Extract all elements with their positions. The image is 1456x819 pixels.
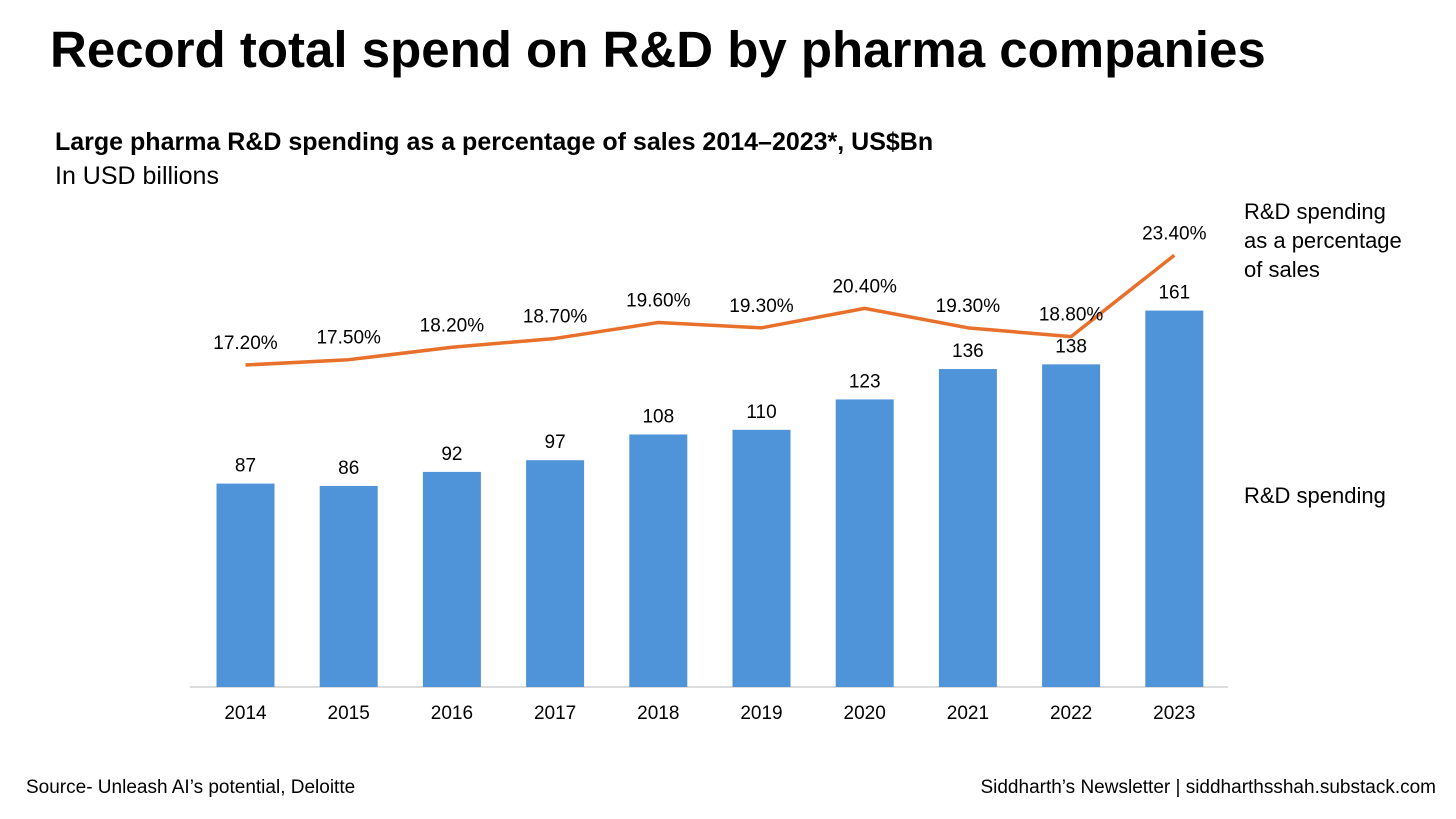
bar-value-label-2014: 87 [235, 456, 256, 477]
units-label: In USD billions [55, 162, 219, 190]
legend-line-series-text-1: R&D spending [1244, 199, 1386, 224]
bar-rd-spending-2022 [1042, 364, 1101, 687]
bar-value-label-2015: 86 [338, 458, 359, 479]
newsletter-credit: Siddharth’s Newsletter | siddharthsshah.… [980, 777, 1436, 798]
x-tick-label-2016: 2016 [431, 703, 473, 724]
line-value-label-2023: 23.40% [1142, 223, 1207, 244]
bar-rd-spending-2017 [526, 460, 585, 687]
bar-value-label-2021: 136 [952, 341, 984, 362]
legend-line-series-text-3: of sales [1244, 257, 1320, 282]
x-tick-label-2020: 2020 [844, 703, 886, 724]
x-tick-label-2021: 2021 [947, 703, 989, 724]
source-note: Source- Unleash AI’s potential, Deloitte [26, 777, 356, 798]
x-tick-label-2023: 2023 [1153, 703, 1195, 724]
x-tick-label-2019: 2019 [740, 703, 782, 724]
bar-rd-spending-2020 [835, 399, 894, 687]
bar-rd-spending-2021 [938, 369, 997, 687]
bar-value-label-2020: 123 [849, 371, 881, 392]
legend-bar-series: R&D spending [1244, 483, 1386, 508]
bar-value-label-2016: 92 [441, 444, 462, 465]
line-value-label-2019: 19.30% [729, 296, 794, 317]
bar-value-label-2019: 110 [746, 402, 776, 423]
bar-value-label-2018: 108 [642, 406, 674, 427]
bar-rd-spending-2018 [629, 434, 688, 687]
chart-subtitle: Large pharma R&D spending as a percentag… [55, 128, 934, 156]
line-value-label-2016: 18.20% [420, 315, 485, 336]
line-value-label-2021: 19.30% [936, 296, 1001, 317]
bar-rd-spending-2019 [732, 429, 791, 687]
bar-rd-spending-2014 [216, 483, 275, 687]
x-tick-label-2014: 2014 [224, 703, 267, 724]
bar-rd-spending-2015 [319, 485, 378, 687]
bar-rd-spending-2016 [422, 471, 481, 687]
bar-rd-spending-2023 [1145, 310, 1204, 687]
bar-value-label-2023: 161 [1158, 283, 1190, 304]
x-tick-label-2015: 2015 [328, 703, 370, 724]
bar-value-label-2022: 138 [1055, 336, 1087, 357]
line-value-label-2022: 18.80% [1039, 305, 1104, 326]
legend-line-series: R&D spending as a percentage of sales [1244, 199, 1402, 282]
line-value-label-2015: 17.50% [316, 328, 381, 349]
legend-line-series-text-2: as a percentage [1244, 228, 1402, 253]
line-value-label-2017: 18.70% [523, 306, 588, 327]
line-value-label-2020: 20.40% [832, 276, 897, 297]
x-tick-label-2022: 2022 [1050, 703, 1092, 724]
line-value-label-2014: 17.20% [213, 333, 278, 354]
line-rd-percentage-of-sales [245, 253, 1176, 367]
chart-title: Record total spend on R&D by pharma comp… [50, 21, 1266, 78]
line-value-label-2018: 19.60% [626, 291, 691, 312]
bar-value-label-2017: 97 [545, 432, 566, 453]
x-tick-label-2018: 2018 [637, 703, 679, 724]
x-tick-label-2017: 2017 [534, 703, 576, 724]
